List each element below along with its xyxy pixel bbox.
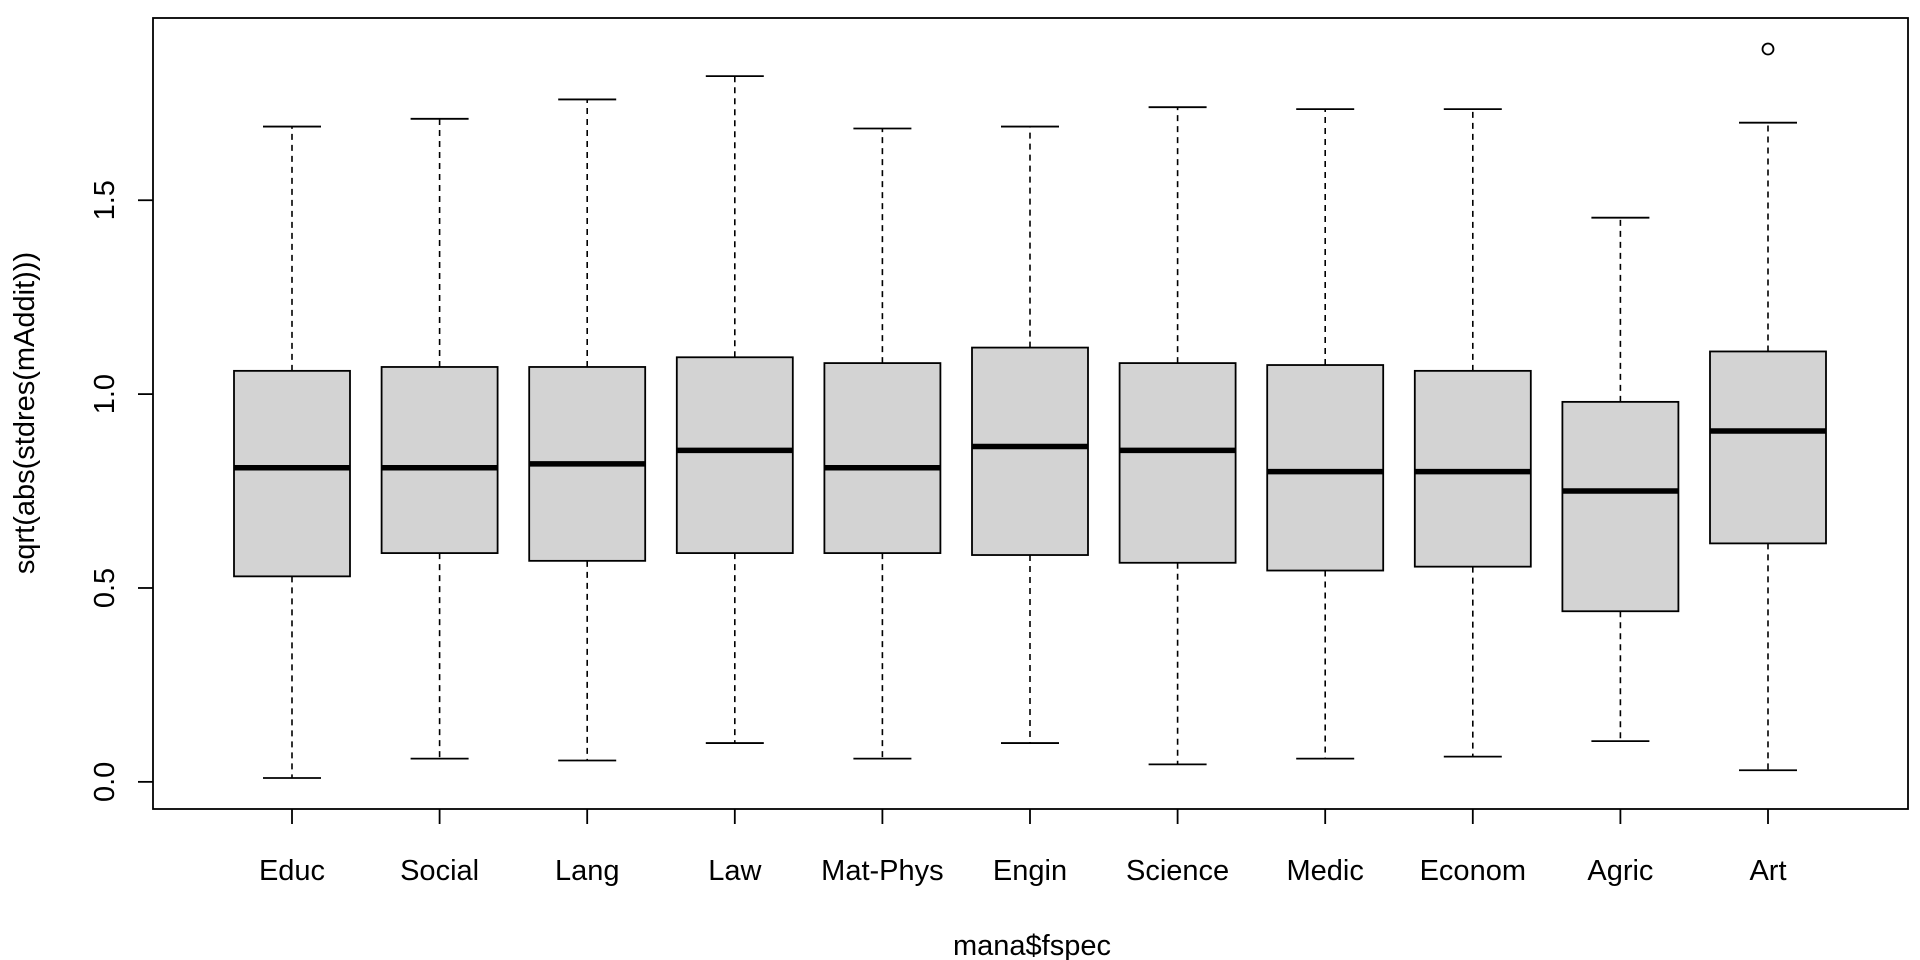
x-tick-label: Mat-Phys <box>821 855 943 887</box>
y-tick-label: 0.5 <box>89 568 121 608</box>
box <box>1266 364 1385 572</box>
plot-area: 0.0 0.5 1.0 1.5 Educ Social Lang Law Mat-Phys Eng… <box>89 17 1909 887</box>
box <box>1118 362 1237 564</box>
x-tick-label: Art <box>1749 855 1786 887</box>
y-tick-label: 0.0 <box>89 762 121 802</box>
box <box>1709 350 1827 545</box>
box <box>1413 369 1532 568</box>
outlier-point <box>1761 42 1775 56</box>
box <box>380 366 499 554</box>
x-tick-label: Social <box>400 855 479 887</box>
x-tick-label: Educ <box>259 855 325 887</box>
box <box>823 362 942 554</box>
x-tick-label: Science <box>1126 855 1229 887</box>
y-tick-label: 1.0 <box>89 374 121 414</box>
x-tick-label: Law <box>708 855 762 887</box>
box <box>1561 400 1680 613</box>
x-tick-label: Agric <box>1587 855 1653 887</box>
y-axis-title: sqrt(abs(stdres(mAddit))) <box>9 252 41 574</box>
x-tick-label: Engin <box>993 855 1067 887</box>
box <box>971 346 1089 556</box>
y-tick-label: 1.5 <box>89 180 121 220</box>
x-tick-label: Medic <box>1287 855 1364 887</box>
x-tick-label: Econom <box>1420 855 1526 887</box>
box <box>233 369 351 578</box>
x-tick-label: Lang <box>555 855 620 887</box>
x-axis-title: mana$fspec <box>953 930 1111 960</box>
box <box>675 356 794 554</box>
